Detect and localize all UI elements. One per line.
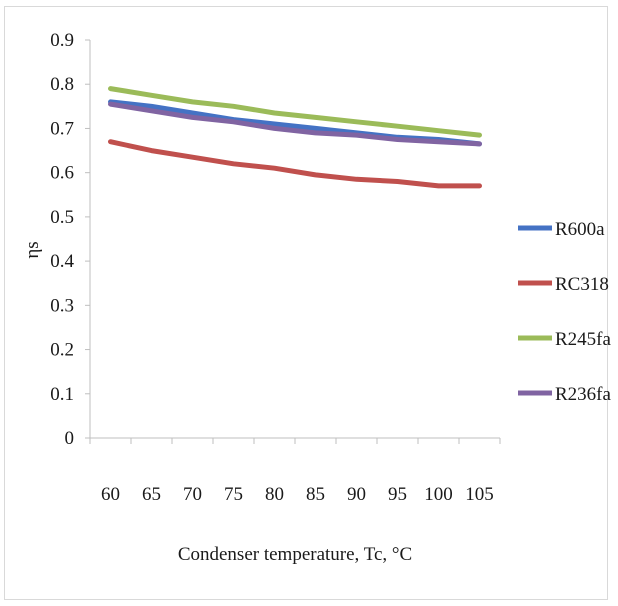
series-line-r600a (108, 99, 482, 147)
y-tick-label: 0 (65, 428, 75, 449)
x-tick-label: 90 (347, 484, 366, 505)
series-line-r245fa (108, 86, 482, 138)
x-tick-label: 105 (465, 484, 494, 505)
x-tick-label: 65 (142, 484, 161, 505)
y-tick-label: 0.6 (50, 163, 74, 184)
y-tick-label: 0.5 (50, 207, 74, 228)
y-tick-label: 0.7 (50, 118, 74, 139)
chart-border (4, 6, 608, 600)
legend: R600a RC318 R245fa R236fa (518, 219, 612, 405)
x-tick-label: 80 (265, 484, 284, 505)
y-tick-label: 0.2 (50, 340, 74, 361)
x-tick-label: 70 (183, 484, 202, 505)
x-tick-label: 100 (424, 484, 453, 505)
x-tick-label: 60 (101, 484, 120, 505)
y-tick-label: 0.3 (50, 295, 74, 316)
axes-layer: 0 0.1 0.2 0.3 0.4 0.5 0.6 0.7 0.8 0.9 60 65 70 75 80 85… (50, 30, 501, 505)
legend-label-r245fa: R245fa (555, 329, 612, 350)
legend-label-r600a: R600a (555, 219, 605, 240)
x-tick-label: 85 (306, 484, 325, 505)
y-tick-label: 0.4 (50, 251, 74, 272)
y-tick-label: 0.9 (50, 30, 74, 51)
series-line-r236fa (108, 101, 482, 147)
x-tick-label: 75 (224, 484, 243, 505)
x-tick-label: 95 (388, 484, 407, 505)
y-axis-title: ηs (22, 241, 43, 258)
legend-label-r236fa: R236fa (555, 384, 612, 405)
y-tick-label: 0.1 (50, 384, 74, 405)
y-tick-label: 0.8 (50, 74, 74, 95)
series-layer (108, 86, 482, 189)
series-line-rc318 (108, 139, 482, 189)
legend-label-rc318: RC318 (555, 274, 609, 295)
x-axis-title: Condenser temperature, Tc, °C (178, 544, 412, 565)
